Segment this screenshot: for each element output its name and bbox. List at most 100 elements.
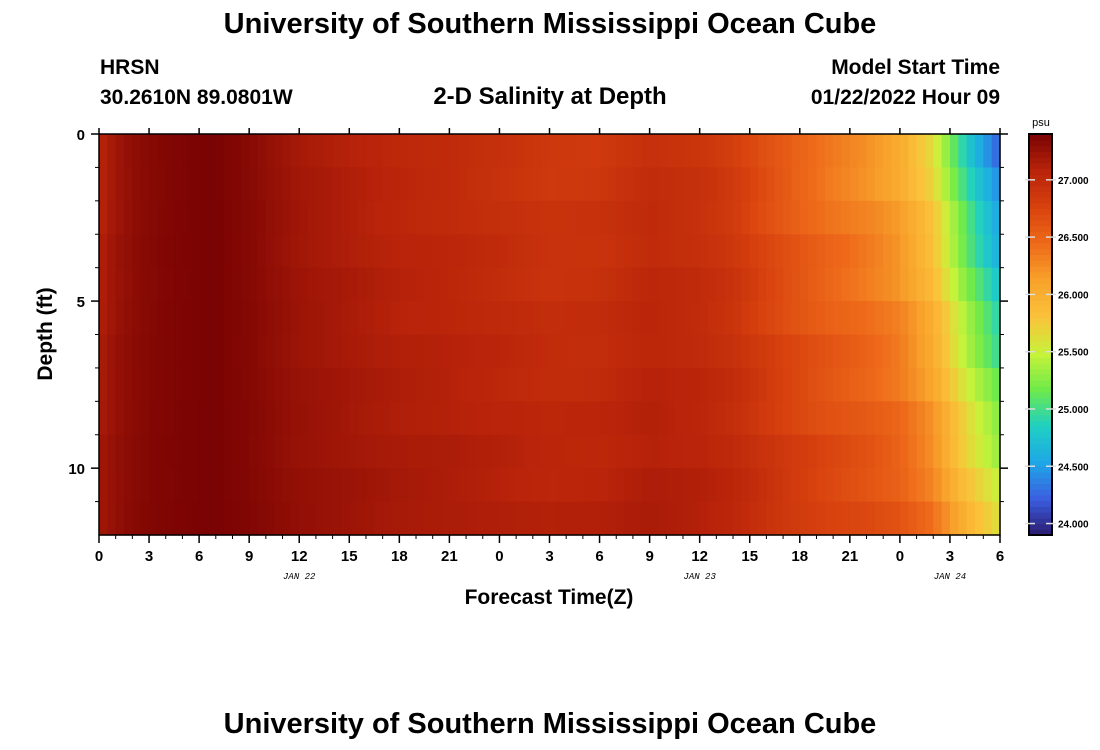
heatmap-cell xyxy=(849,367,859,402)
heatmap-cell xyxy=(474,367,484,402)
colorbar-tick-label: 24.500 xyxy=(1058,462,1089,473)
heatmap-cell xyxy=(549,367,559,402)
heatmap-cell xyxy=(891,301,901,336)
heatmap-cell xyxy=(315,200,325,235)
heatmap-cell xyxy=(883,434,893,469)
heatmap-cell xyxy=(574,200,584,235)
heatmap-cell xyxy=(265,434,275,469)
heatmap-cell xyxy=(674,468,684,503)
colorbar-cell xyxy=(1029,277,1052,284)
heatmap-cell xyxy=(991,200,1001,235)
heatmap-cell xyxy=(482,200,492,235)
heatmap-cell xyxy=(174,468,184,503)
heatmap-cell xyxy=(607,434,617,469)
heatmap-cell xyxy=(190,167,200,202)
heatmap-cell xyxy=(566,134,576,169)
heatmap-cell xyxy=(491,434,501,469)
heatmap-cell xyxy=(591,434,601,469)
date-label: JAN 22 xyxy=(283,572,316,582)
colorbar-cell xyxy=(1029,529,1052,536)
heatmap-cell xyxy=(883,334,893,369)
heatmap-cell xyxy=(449,334,459,369)
heatmap-cell xyxy=(833,301,843,336)
heatmap-cell xyxy=(182,468,192,503)
colorbar-cell xyxy=(1029,231,1052,238)
heatmap-cell xyxy=(516,434,526,469)
heatmap-cell xyxy=(132,501,142,536)
heatmap-cell xyxy=(299,200,309,235)
heatmap-cell xyxy=(916,367,926,402)
heatmap-cell xyxy=(224,167,234,202)
heatmap-cell xyxy=(691,167,701,202)
heatmap-cell xyxy=(833,501,843,536)
heatmap-cell xyxy=(641,401,651,436)
heatmap-cell xyxy=(149,167,158,202)
x-tick-label: 12 xyxy=(291,548,308,565)
heatmap-cell xyxy=(833,267,843,302)
heatmap-cell xyxy=(340,468,350,503)
heatmap-cell xyxy=(783,334,793,369)
date-label: JAN 23 xyxy=(683,572,716,582)
heatmap-cell xyxy=(866,501,876,536)
heatmap-cell xyxy=(424,334,434,369)
heatmap-cell xyxy=(190,200,200,235)
heatmap-cell xyxy=(99,334,108,369)
heatmap-cell xyxy=(257,301,267,336)
heatmap-cell xyxy=(332,134,342,169)
heatmap-cell xyxy=(257,167,267,202)
heatmap-cell xyxy=(758,301,767,336)
heatmap-cell xyxy=(307,334,317,369)
heatmap-cell xyxy=(858,401,868,436)
heatmap-cell xyxy=(616,200,626,235)
heatmap-cell xyxy=(749,501,759,536)
heatmap-cell xyxy=(566,267,576,302)
heatmap-cell xyxy=(983,134,993,169)
heatmap-cell xyxy=(691,501,701,536)
heatmap-cell xyxy=(883,367,893,402)
heatmap-cell xyxy=(407,267,417,302)
heatmap-cell xyxy=(115,267,125,302)
heatmap-cell xyxy=(182,200,192,235)
heatmap-cell xyxy=(791,167,801,202)
heatmap-cell xyxy=(833,167,843,202)
heatmap-cell xyxy=(240,134,250,169)
heatmap-cell xyxy=(724,367,734,402)
heatmap-cell xyxy=(282,434,292,469)
heatmap-cell xyxy=(641,367,651,402)
heatmap-cell xyxy=(282,468,292,503)
heatmap-cell xyxy=(849,134,859,169)
heatmap-cell xyxy=(466,434,476,469)
heatmap-cell xyxy=(591,167,601,202)
heatmap-cell xyxy=(616,401,626,436)
heatmap-cell xyxy=(340,434,350,469)
heatmap-cell xyxy=(124,234,133,269)
heatmap-cell xyxy=(274,501,284,536)
heatmap-cell xyxy=(374,134,384,169)
heatmap-cell xyxy=(849,501,859,536)
heatmap-cell xyxy=(165,468,175,503)
heatmap-cell xyxy=(349,501,359,536)
heatmap-cell xyxy=(240,234,250,269)
heatmap-cell xyxy=(758,367,767,402)
heatmap-cell xyxy=(382,200,392,235)
heatmap-cell xyxy=(941,334,951,369)
heatmap-cell xyxy=(265,267,275,302)
heatmap-cell xyxy=(699,434,709,469)
heatmap-cell xyxy=(866,234,876,269)
heatmap-cell xyxy=(115,501,125,536)
heatmap-cell xyxy=(299,434,309,469)
heatmap-cell xyxy=(924,167,934,202)
heatmap-cell xyxy=(482,367,492,402)
heatmap-cell xyxy=(908,200,918,235)
heatmap-cell xyxy=(449,267,459,302)
heatmap-cell xyxy=(599,367,609,402)
heatmap-cell xyxy=(432,301,442,336)
heatmap-cell xyxy=(174,501,184,536)
heatmap-cell xyxy=(432,134,442,169)
heatmap-cell xyxy=(824,501,834,536)
heatmap-cell xyxy=(808,134,818,169)
heatmap-cell xyxy=(783,134,793,169)
heatmap-cell xyxy=(808,367,818,402)
heatmap-cell xyxy=(407,301,417,336)
heatmap-cell xyxy=(949,167,959,202)
